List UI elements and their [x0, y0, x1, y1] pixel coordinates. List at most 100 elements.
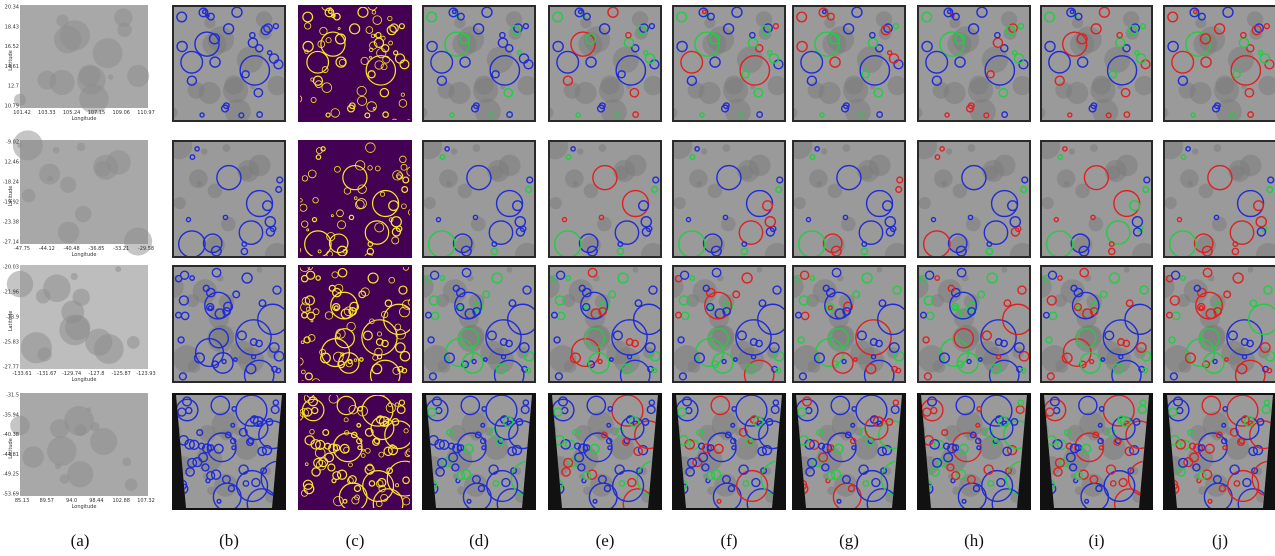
crater-shade	[75, 424, 87, 436]
x-tick-label: -44.12	[39, 246, 55, 252]
panel-image	[294, 391, 422, 519]
panel-image	[296, 139, 416, 261]
crater-shade	[53, 147, 60, 154]
crater-shade	[968, 144, 976, 152]
crater-shade	[1034, 133, 1060, 159]
panel-image	[1035, 5, 1155, 125]
crater-shade	[208, 26, 234, 52]
y-tick-label: -53.69	[3, 492, 19, 498]
y-tick-label: 10.79	[5, 104, 19, 110]
crater-shade	[756, 11, 772, 27]
crater-shade	[114, 8, 132, 26]
crater-shade	[550, 197, 562, 209]
crater-shade	[843, 144, 851, 152]
crater-shade	[47, 436, 76, 465]
crater-shade	[877, 267, 883, 273]
panel-image	[911, 133, 1035, 268]
crater-shade	[786, 133, 812, 159]
panel-image	[905, 265, 1033, 390]
crater-shade	[499, 155, 521, 177]
panel-label: (h)	[964, 531, 984, 550]
panel-image	[413, 393, 546, 518]
crater-shade	[473, 144, 481, 152]
crater-shade	[60, 474, 69, 483]
y-tick-label: -23.38	[3, 220, 19, 226]
panel-image: Latitude-31.5-35.94-40.38-44.81-49.25-53…	[3, 393, 155, 511]
crater-shade	[869, 155, 891, 177]
y-tick-label: 14.61	[5, 64, 19, 70]
crater-shade	[876, 11, 892, 27]
x-axis-label: Longitude	[72, 377, 97, 383]
panel-image	[167, 5, 287, 125]
crater-shade	[73, 289, 90, 306]
crater-shade	[1199, 26, 1225, 52]
x-tick-label: -133.61	[12, 371, 31, 377]
x-tick-label: 109.06	[112, 110, 130, 116]
crater-shade	[201, 148, 207, 154]
panel-image	[166, 133, 290, 268]
panel-image	[663, 393, 796, 518]
crater-shade	[1090, 144, 1098, 152]
panel-label: (c)	[346, 531, 365, 550]
crater-shade	[1057, 169, 1076, 188]
panel-image	[660, 265, 788, 390]
panel-image	[667, 5, 787, 125]
y-tick-label: -19.92	[3, 200, 19, 206]
crater-shade	[77, 66, 106, 95]
panel-image	[410, 265, 538, 390]
panel-image	[542, 133, 666, 268]
panel-image: Latitude-20.03-21.96-23.9-25.83-27.77-13…	[3, 265, 156, 384]
crater-shade	[22, 446, 43, 467]
y-tick-label: -27.14	[3, 240, 19, 246]
y-tick-label: -23.9	[6, 315, 19, 321]
panel-image	[296, 262, 415, 390]
crater-shade	[1214, 144, 1222, 152]
crater-shade	[127, 65, 149, 87]
crater-shade	[416, 133, 442, 159]
crater-shade	[38, 347, 52, 361]
crater-shade	[911, 133, 937, 159]
x-tick-label: 89.57	[40, 498, 54, 504]
panel-image	[908, 393, 1041, 518]
panel-image	[787, 5, 907, 125]
crater-shade	[189, 169, 208, 188]
panel-image: Latitude-9.0212.46-18.24-19.92-23.38-27.…	[3, 130, 154, 258]
crater-shade	[506, 11, 522, 27]
panel-image	[163, 393, 296, 518]
crater-shade	[458, 26, 484, 52]
crater-shade	[39, 164, 60, 185]
panel-image	[1028, 265, 1154, 390]
crater-shade	[632, 11, 648, 27]
crater-shade	[953, 26, 979, 52]
crater-shade	[666, 133, 692, 159]
crater-shade	[1116, 155, 1138, 177]
crater-shade	[115, 266, 121, 272]
crater-shade	[439, 169, 458, 188]
crater-shade	[67, 461, 93, 487]
crater-shade	[1042, 197, 1054, 209]
crater-shade	[809, 169, 828, 188]
crater-shade	[93, 38, 123, 68]
y-tick-label: -21.96	[3, 290, 19, 296]
crater-shade	[749, 155, 771, 177]
y-tick-label: -44.81	[3, 452, 19, 458]
panel-image	[543, 5, 663, 125]
crater-shade	[723, 144, 731, 152]
crater-shade	[708, 26, 734, 52]
crater-shade	[674, 197, 686, 209]
x-tick-label: 110.97	[137, 110, 155, 116]
crater-shade	[448, 82, 470, 104]
crater-shade	[1247, 11, 1263, 27]
panel-image	[786, 133, 910, 268]
crater-shade	[821, 148, 827, 154]
panel-image	[1157, 133, 1275, 268]
crater-shade	[818, 82, 840, 104]
x-axis-label: Longitude	[72, 252, 97, 258]
crater-shade	[71, 273, 78, 280]
panel-image	[912, 5, 1032, 125]
crater-shade	[1075, 26, 1101, 52]
crater-shade	[794, 197, 806, 209]
crater-shade	[59, 315, 90, 346]
crater-shade	[1001, 11, 1017, 27]
crater-shade	[577, 148, 583, 154]
